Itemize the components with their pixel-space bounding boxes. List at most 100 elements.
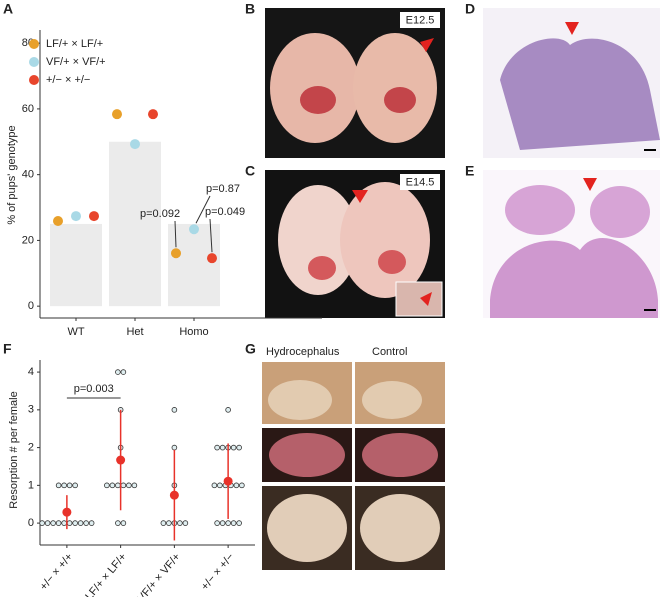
- dot: [189, 224, 199, 235]
- x-tick-label: WT: [67, 326, 84, 338]
- point: [166, 520, 172, 526]
- leader-line: [195, 195, 211, 224]
- point: [219, 444, 226, 451]
- panel-label: G: [245, 341, 256, 357]
- point: [39, 520, 45, 526]
- image-caption: Hydrocephalus: [266, 346, 340, 358]
- dot: [171, 248, 181, 259]
- image-caption: Control: [372, 346, 407, 358]
- annotation: p=0.092: [140, 208, 180, 220]
- legend-label: VF/+ × VF/+: [46, 56, 106, 68]
- point: [214, 520, 220, 526]
- y-tick-label: 20: [22, 234, 34, 246]
- point: [61, 520, 67, 526]
- x-tick-label: Homo: [179, 326, 208, 338]
- point: [44, 520, 51, 526]
- point: [236, 520, 242, 526]
- dot: [71, 211, 81, 222]
- point: [120, 482, 127, 489]
- point: [72, 482, 78, 489]
- panel-label: A: [3, 1, 13, 17]
- dot: [89, 211, 99, 222]
- y-tick-label: 60: [22, 103, 34, 115]
- y-tick-label: 4: [28, 366, 34, 378]
- x-tick-label: +/− × +/+: [38, 551, 76, 593]
- point: [236, 444, 242, 451]
- y-axis-label: Resorption # per female: [8, 391, 20, 508]
- image-caption: E14.5: [406, 176, 435, 188]
- point: [225, 520, 231, 526]
- point: [66, 482, 73, 489]
- leader-line: [209, 218, 213, 253]
- y-tick-label: 40: [22, 169, 34, 181]
- point: [214, 444, 220, 451]
- panel-label: D: [465, 1, 475, 17]
- y-tick-label: 3: [28, 404, 34, 416]
- image-caption: E12.5: [406, 14, 435, 26]
- point: [171, 444, 178, 451]
- point: [55, 520, 62, 526]
- mean-dot: [62, 507, 72, 517]
- point: [109, 482, 116, 489]
- point: [126, 482, 132, 489]
- legend-marker: [29, 75, 39, 85]
- point: [88, 520, 95, 526]
- panel-label: C: [245, 163, 255, 179]
- point: [225, 407, 231, 413]
- point: [182, 520, 189, 526]
- x-tick-label: Het: [126, 326, 143, 338]
- point: [160, 520, 167, 526]
- point: [217, 482, 223, 489]
- y-tick-label: 1: [28, 479, 34, 491]
- y-tick-label: 0: [28, 517, 34, 529]
- point: [115, 482, 121, 489]
- point: [171, 407, 178, 413]
- panel-g-image: Hydrocephalus Control: [262, 346, 445, 570]
- point: [131, 482, 138, 489]
- panel-d-image: [483, 8, 660, 158]
- y-tick-label: 2: [28, 441, 34, 453]
- panel-label: E: [465, 163, 474, 179]
- y-tick-label: 0: [28, 300, 34, 312]
- panel-e-image: [483, 170, 660, 318]
- point: [104, 482, 110, 489]
- mean-dot: [169, 490, 179, 500]
- point: [219, 520, 226, 526]
- leader-line: [174, 220, 177, 248]
- point: [77, 520, 84, 526]
- dot: [53, 216, 63, 227]
- legend-label: +/− × +/−: [46, 74, 90, 86]
- annotation: p=0.87: [206, 183, 240, 195]
- point: [50, 520, 56, 526]
- dot: [207, 253, 217, 264]
- point: [72, 520, 78, 526]
- x-tick-label: +/− × +/−: [199, 551, 237, 593]
- dot: [112, 109, 122, 120]
- panel-b-image: E12.5: [265, 8, 445, 158]
- dot: [130, 139, 140, 150]
- mean-dot: [116, 455, 126, 465]
- legend-marker: [29, 57, 39, 67]
- legend-marker: [29, 39, 39, 49]
- point: [61, 482, 67, 489]
- x-tick-label: VF/+ × VF/+: [135, 551, 183, 597]
- point: [55, 482, 62, 489]
- expected-bar: [50, 223, 102, 307]
- point: [120, 369, 127, 375]
- panel-c-image: E14.5: [265, 170, 445, 318]
- point: [233, 482, 240, 489]
- mean-dot: [223, 476, 233, 486]
- dot: [148, 109, 158, 120]
- point: [239, 482, 245, 489]
- point: [177, 520, 183, 526]
- y-axis-label: % of pups' genotype: [6, 125, 18, 224]
- annotation: p=0.003: [74, 383, 114, 395]
- annotation: p=0.049: [205, 206, 245, 218]
- point: [115, 369, 121, 375]
- point: [115, 520, 121, 526]
- point: [120, 520, 127, 526]
- point: [211, 482, 218, 489]
- point: [230, 520, 237, 526]
- panel-label: F: [3, 341, 12, 357]
